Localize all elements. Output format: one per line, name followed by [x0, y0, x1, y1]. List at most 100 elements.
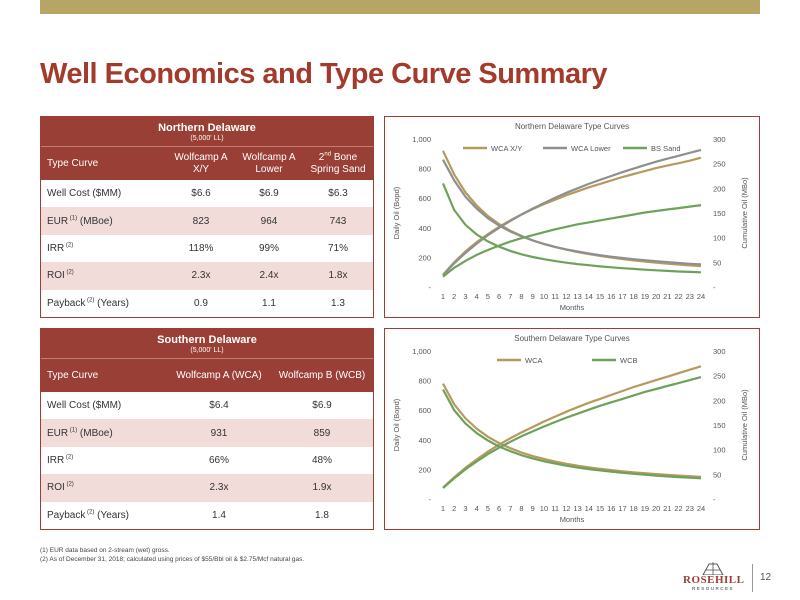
table-cell: 71%: [327, 242, 348, 254]
northern-type-curves-chart: Northern Delaware Type Curves - 200 400 600 8…: [384, 116, 760, 318]
x-tick-label: 1: [441, 504, 445, 513]
x-tick-label: 22: [674, 504, 682, 513]
x-tick-label: 10: [540, 504, 548, 513]
x-tick-label: 17: [618, 504, 626, 513]
table-cell: $6.9: [312, 400, 332, 412]
logo-subtitle: RESOURCES: [691, 586, 734, 591]
y2-tick-label: 250: [713, 372, 726, 381]
table-cell: $6.9: [259, 188, 279, 200]
y-tick-label: 400: [418, 224, 431, 233]
table-row: Well Cost ($MM) $6.6 $6.9 $6.3: [41, 180, 373, 207]
x-tick-label: 1: [441, 292, 445, 301]
chart-title: Northern Delaware Type Curves: [515, 122, 629, 131]
x-tick-label: 12: [562, 292, 570, 301]
y2-tick-label: 150: [713, 209, 726, 218]
x-tick-label: 13: [573, 504, 581, 513]
row-label: IRR (2): [47, 242, 74, 254]
table-cell: 743: [329, 215, 347, 227]
x-tick-label: 18: [630, 504, 638, 513]
x-tick-label: 20: [652, 504, 660, 513]
cumulative-oil-line: [442, 365, 702, 489]
row-label: EUR (1) (MBoe): [47, 215, 113, 227]
column-header: 2nd Bone Spring Sand: [310, 151, 366, 175]
table-cell: 823: [192, 215, 210, 227]
y2-tick-label: 50: [713, 258, 721, 267]
cumulative-oil-line: [442, 156, 702, 276]
x-tick-label: 11: [551, 504, 559, 513]
x-tick-label: 16: [607, 292, 615, 301]
southern-delaware-table: Southern Delaware (5,000' LL) Type Curve…: [40, 328, 374, 530]
x-tick-label: 6: [497, 292, 501, 301]
legend-label: WCA X/Y: [491, 144, 522, 153]
cumulative-oil-line: [442, 204, 702, 278]
x-tick-label: 5: [486, 292, 490, 301]
table-row: Payback (2) (Years) 1.4 1.8: [41, 502, 373, 529]
southern-chart-svg: Southern Delaware Type Curves - 200 400 600 8…: [392, 334, 749, 524]
table-row: Well Cost ($MM) $6.4 $6.9: [41, 392, 373, 419]
x-tick-label: 22: [674, 292, 682, 301]
row-label: EUR (1) (MBoe): [47, 427, 113, 439]
company-logo: ROSEHILL RESOURCES: [683, 562, 744, 594]
x-tick-label: 2: [452, 504, 456, 513]
x-tick-label: 5: [486, 504, 490, 513]
x-tick-label: 4: [475, 504, 479, 513]
y-tick-label: 600: [418, 406, 431, 415]
x-tick-label: 19: [641, 292, 649, 301]
table-cell: $6.4: [209, 400, 229, 412]
x-tick-label: 12: [562, 504, 570, 513]
y-tick-label: 200: [418, 253, 431, 262]
row-label: ROI (2): [47, 482, 74, 494]
daily-oil-line: [442, 388, 702, 480]
y-axis-label: Daily Oil (Bopd): [392, 398, 401, 451]
table-cell: 931: [210, 427, 228, 439]
y-tick-label: -: [429, 495, 432, 504]
column-label: Type Curve: [47, 370, 99, 381]
x-tick-label: 17: [618, 292, 626, 301]
table-cell: 1.8: [315, 509, 329, 521]
table-title: Southern Delaware: [157, 334, 257, 346]
x-tick-label: 3: [463, 292, 467, 301]
table-row: EUR (1) (MBoe) 823 964 743: [41, 207, 373, 235]
x-tick-label: 24: [697, 292, 705, 301]
cumulative-oil-line: [442, 376, 702, 489]
legend-label: WCB: [620, 356, 638, 365]
row-label: Well Cost ($MM): [47, 400, 122, 412]
column-header: Wolfcamp A (WCA): [176, 369, 262, 381]
y2-tick-label: 300: [713, 347, 726, 356]
y-tick-label: 400: [418, 436, 431, 445]
table-cell: 48%: [311, 454, 332, 466]
x-tick-label: 11: [551, 292, 559, 301]
x-tick-label: 23: [686, 504, 694, 513]
y2-tick-label: 300: [713, 135, 726, 144]
row-label: IRR (2): [47, 454, 74, 466]
y2-tick-label: 250: [713, 160, 726, 169]
table-cell: 859: [313, 427, 331, 439]
x-tick-label: 8: [519, 504, 523, 513]
row-label: ROI (2): [47, 270, 74, 282]
table-row: IRR (2) 118% 99% 71%: [41, 235, 373, 262]
x-tick-label: 21: [663, 504, 671, 513]
row-label: Payback (2) (Years): [47, 509, 130, 521]
y-tick-label: 800: [418, 165, 431, 174]
table-cell: $6.3: [328, 188, 348, 200]
column-header: Wolfcamp B (WCB): [278, 369, 366, 381]
y2-tick-label: 50: [713, 470, 721, 479]
x-tick-label: 9: [531, 504, 535, 513]
x-tick-label: 20: [652, 292, 660, 301]
table-cell: 0.9: [194, 297, 208, 309]
column-header: Wolfcamp A Lower: [242, 151, 296, 175]
y-tick-label: 200: [418, 465, 431, 474]
table-cell: 1.3: [331, 297, 345, 309]
table-subtitle: (5,000' LL): [190, 135, 224, 142]
row-label: Payback (2) (Years): [47, 297, 130, 309]
y2-tick-label: 100: [713, 446, 726, 455]
page-number: 12: [760, 572, 772, 583]
table-header: Northern Delaware (5,000' LL): [41, 117, 373, 146]
table-cell: 66%: [208, 454, 229, 466]
y-tick-label: -: [429, 283, 432, 292]
y2-tick-label: -: [713, 283, 716, 292]
x-tick-label: 3: [463, 504, 467, 513]
daily-oil-line: [442, 383, 702, 478]
top-accent-bar: [40, 0, 760, 14]
x-tick-label: 8: [519, 292, 523, 301]
